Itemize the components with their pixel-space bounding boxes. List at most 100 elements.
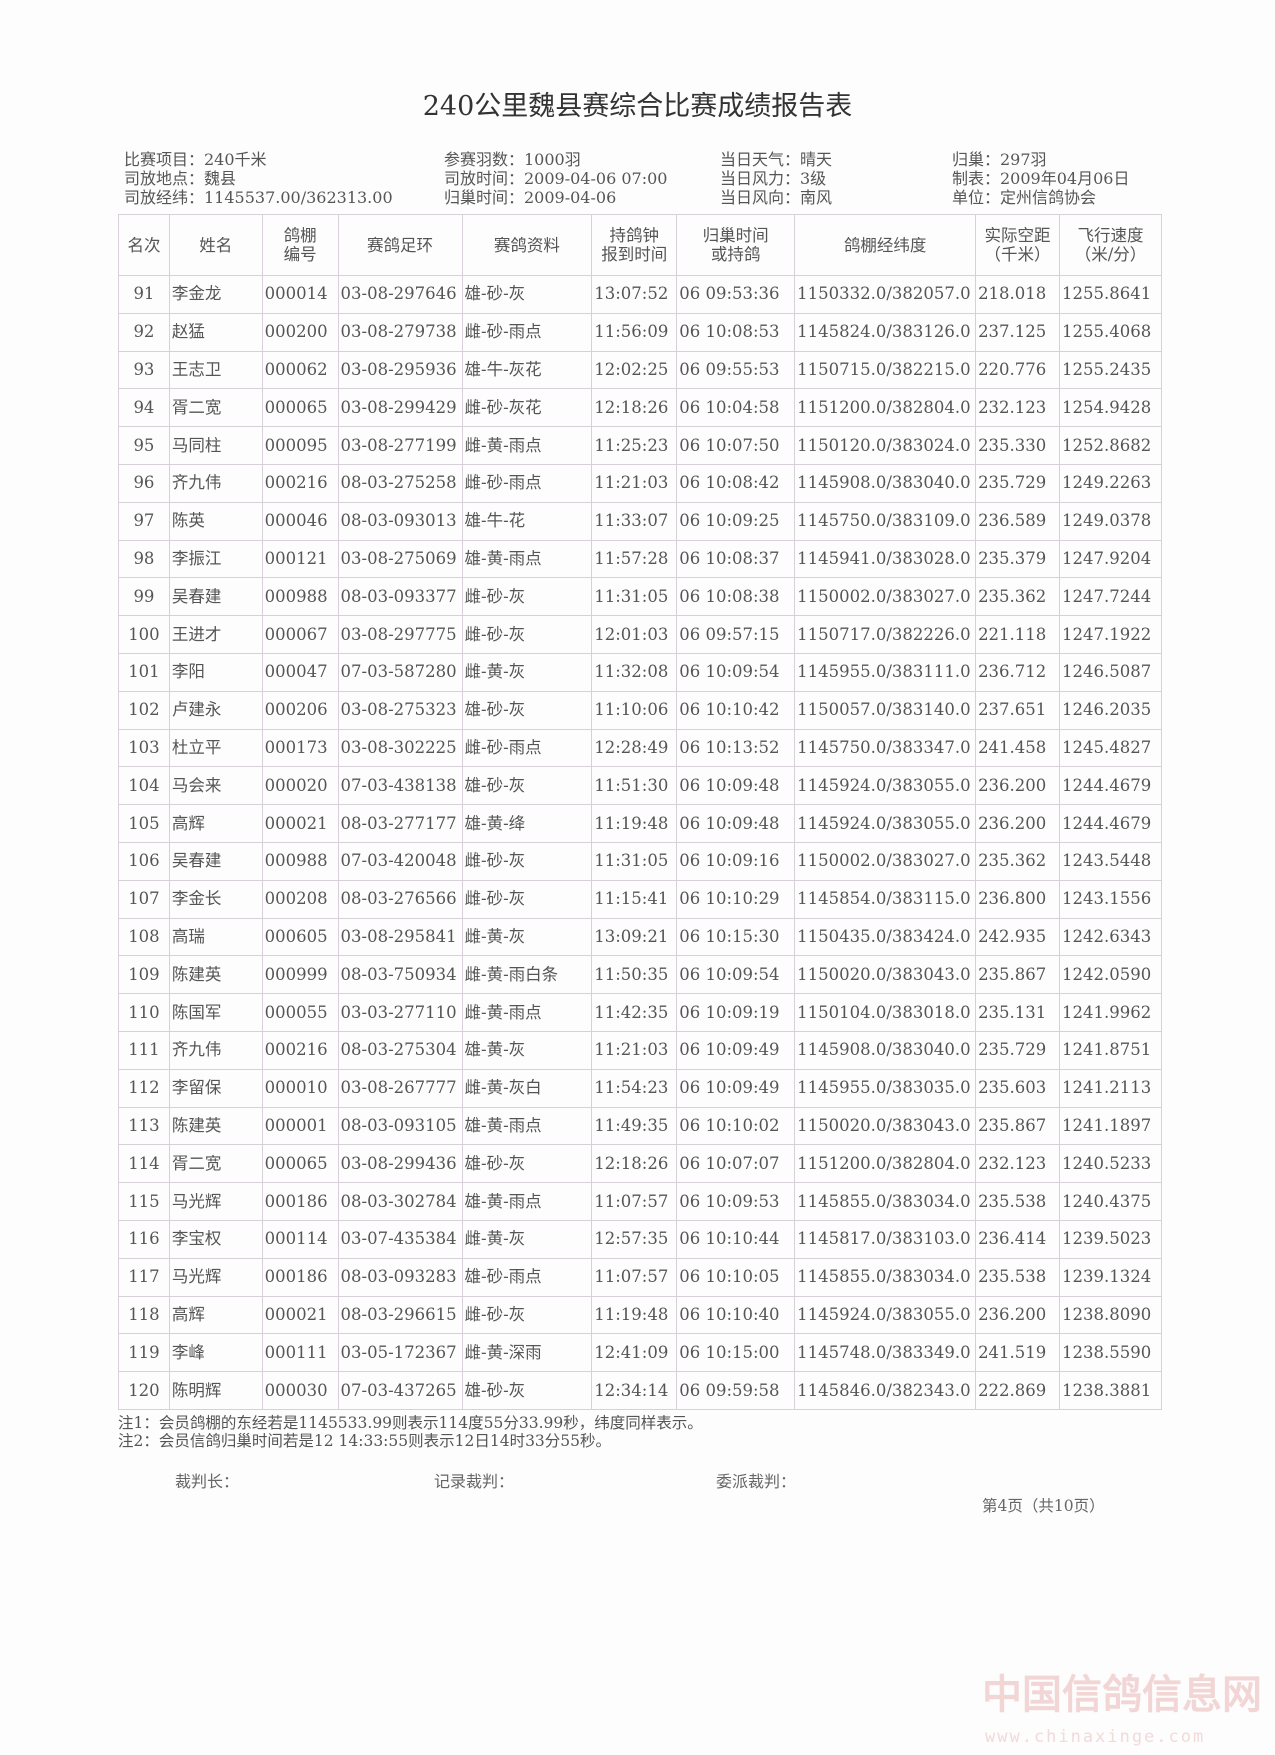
cell-loft-id: 000121 <box>261 539 339 579</box>
cell-speed: 1249.0378 <box>1058 501 1163 541</box>
cell-loft-id: 000010 <box>261 1068 339 1108</box>
signature-record-judge: 记录裁判： <box>434 1472 515 1491</box>
cell-loft-coord: 1145924.0/383055.0 <box>794 766 977 806</box>
cell-ring: 08-03-093377 <box>337 577 463 617</box>
cell-pigeon-info: 雄-砂-灰 <box>461 275 593 314</box>
cell-pigeon-info: 雄-砂-灰 <box>461 766 593 806</box>
cell-clock-time: 12:28:49 <box>591 728 678 768</box>
cell-clock-time: 11:15:41 <box>591 879 678 919</box>
cell-loft-coord: 1145955.0/383035.0 <box>794 1068 977 1108</box>
table-row: 107 李金长 000208 08-03-276566 雌-砂-灰 11:15:41 06 … <box>118 879 1163 919</box>
cell-ring: 03-07-435384 <box>337 1219 463 1259</box>
table-row: 115 马光辉 000186 08-03-302784 雄-黄-雨点 11:07:57 06… <box>118 1182 1163 1221</box>
cell-speed: 1243.5448 <box>1058 841 1163 881</box>
cell-speed: 1239.1324 <box>1058 1257 1163 1297</box>
cell-name: 马光辉 <box>168 1182 263 1221</box>
cell-ring: 03-08-295841 <box>337 917 463 957</box>
table-row: 117 马光辉 000186 08-03-093283 雄-砂-雨点 11:07:57 06… <box>118 1257 1163 1297</box>
cell-pigeon-info: 雌-砂-灰 <box>461 577 593 617</box>
cell-pigeon-info: 雄-黄-绛 <box>461 804 593 843</box>
cell-return-time: 06 10:10:44 <box>676 1219 796 1259</box>
cell-distance: 242.935 <box>975 917 1060 957</box>
watermark-url: www.chinaxinge.com <box>985 1727 1206 1747</box>
cell-rank: 118 <box>118 1295 170 1335</box>
cell-clock-time: 12:34:14 <box>591 1371 678 1410</box>
cell-return-time: 06 10:15:30 <box>676 917 796 957</box>
cell-loft-id: 000014 <box>261 275 339 314</box>
cell-name: 胥二宽 <box>168 1144 263 1184</box>
cell-return-time: 06 10:09:49 <box>676 1068 796 1108</box>
header-return: 归巢时间 或持鸽 <box>676 214 796 276</box>
cell-pigeon-info: 雌-砂-灰 <box>461 1295 593 1335</box>
cell-ring: 07-03-438138 <box>337 766 463 806</box>
cell-distance: 235.538 <box>975 1257 1060 1297</box>
cell-pigeon-info: 雌-砂-雨点 <box>461 463 593 503</box>
cell-rank: 101 <box>118 652 170 692</box>
meta-item: 司放经纬：1145537.00/362313.00 <box>124 188 393 207</box>
meta-item: 归巢：297羽 <box>952 150 1047 169</box>
cell-rank: 105 <box>118 804 170 843</box>
cell-name: 吴春建 <box>168 841 263 881</box>
cell-ring: 03-08-267777 <box>337 1068 463 1108</box>
header-coord: 鸽棚经纬度 <box>794 214 977 276</box>
cell-loft-coord: 1150057.0/383140.0 <box>794 690 977 730</box>
table-row: 118 高辉 000021 08-03-296615 雌-砂-灰 11:19:48 06 1… <box>118 1295 1163 1335</box>
cell-loft-id: 000114 <box>261 1219 339 1259</box>
cell-loft-id: 000065 <box>261 388 339 428</box>
cell-loft-id: 000021 <box>261 804 339 843</box>
cell-loft-id: 000111 <box>261 1333 339 1373</box>
table-row: 104 马会来 000020 07-03-438138 雄-砂-灰 11:51:30 06 … <box>118 766 1163 806</box>
cell-return-time: 06 10:10:42 <box>676 690 796 730</box>
cell-return-time: 06 10:10:40 <box>676 1295 796 1335</box>
meta-item: 当日天气：晴天 <box>720 150 833 169</box>
cell-distance: 235.603 <box>975 1068 1060 1108</box>
cell-clock-time: 11:51:30 <box>591 766 678 806</box>
cell-distance: 235.867 <box>975 1106 1060 1146</box>
header-row: 名次 姓名 鸽棚 编号 赛鸽足环 赛鸽资料 持鸽钟 报到时间 归巢时间 或持鸽 鸽棚经… <box>118 214 1163 276</box>
cell-return-time: 06 09:53:36 <box>676 275 796 314</box>
cell-name: 李振江 <box>168 539 263 579</box>
cell-ring: 03-08-275069 <box>337 539 463 579</box>
cell-return-time: 06 10:08:42 <box>676 463 796 503</box>
cell-speed: 1249.2263 <box>1058 463 1163 503</box>
table-row: 105 高辉 000021 08-03-277177 雄-黄-绛 11:19:48 06 1… <box>118 804 1163 843</box>
cell-distance: 235.131 <box>975 993 1060 1032</box>
cell-speed: 1245.4827 <box>1058 728 1163 768</box>
cell-loft-coord: 1150120.0/383024.0 <box>794 426 977 465</box>
cell-name: 高辉 <box>168 804 263 843</box>
cell-name: 高辉 <box>168 1295 263 1335</box>
cell-distance: 236.414 <box>975 1219 1060 1259</box>
signature-chief-judge: 裁判长： <box>175 1472 240 1491</box>
cell-pigeon-info: 雄-黄-灰 <box>461 1030 593 1070</box>
meta-col-4: 归巢：297羽 制表：2009年04月06日 单位：定州信鸽协会 <box>952 150 1129 207</box>
cell-loft-id: 000605 <box>261 917 339 957</box>
cell-rank: 108 <box>118 917 170 957</box>
meta-col-1: 比赛项目：240千米 司放地点：魏县 司放经纬：1145537.00/36231… <box>124 150 393 207</box>
cell-loft-id: 000206 <box>261 690 339 730</box>
signature-appointed-judge: 委派裁判： <box>716 1472 797 1491</box>
cell-rank: 110 <box>118 993 170 1032</box>
cell-ring: 08-03-750934 <box>337 955 463 995</box>
cell-loft-coord: 1145750.0/383347.0 <box>794 728 977 768</box>
meta-item: 司放时间：2009-04-06 07:00 <box>444 169 668 188</box>
cell-clock-time: 11:56:09 <box>591 312 678 352</box>
cell-ring: 03-08-277199 <box>337 426 463 465</box>
table-row: 95 马同柱 000095 03-08-277199 雌-黄-雨点 11:25:23 06 … <box>118 426 1163 465</box>
cell-distance: 236.800 <box>975 879 1060 919</box>
table-row: 114 胥二宽 000065 03-08-299436 雄-砂-灰 12:18:26 06 … <box>118 1144 1163 1184</box>
table-row: 109 陈建英 000999 08-03-750934 雌-黄-雨白条 11:50:35 0… <box>118 955 1163 995</box>
cell-name: 李阳 <box>168 652 263 692</box>
cell-pigeon-info: 雌-黄-深雨 <box>461 1333 593 1373</box>
cell-speed: 1244.4679 <box>1058 804 1163 843</box>
cell-loft-coord: 1151200.0/382804.0 <box>794 388 977 428</box>
cell-ring: 08-03-093283 <box>337 1257 463 1297</box>
cell-distance: 222.869 <box>975 1371 1060 1410</box>
cell-pigeon-info: 雌-砂-灰 <box>461 615 593 654</box>
cell-distance: 235.729 <box>975 463 1060 503</box>
header-info: 赛鸽资料 <box>461 214 593 276</box>
header-name: 姓名 <box>168 214 263 276</box>
table-row: 96 齐九伟 000216 08-03-275258 雌-砂-雨点 11:21:03 06 … <box>118 463 1163 503</box>
cell-speed: 1247.9204 <box>1058 539 1163 579</box>
cell-rank: 97 <box>118 501 170 541</box>
cell-loft-coord: 1145855.0/383034.0 <box>794 1182 977 1221</box>
